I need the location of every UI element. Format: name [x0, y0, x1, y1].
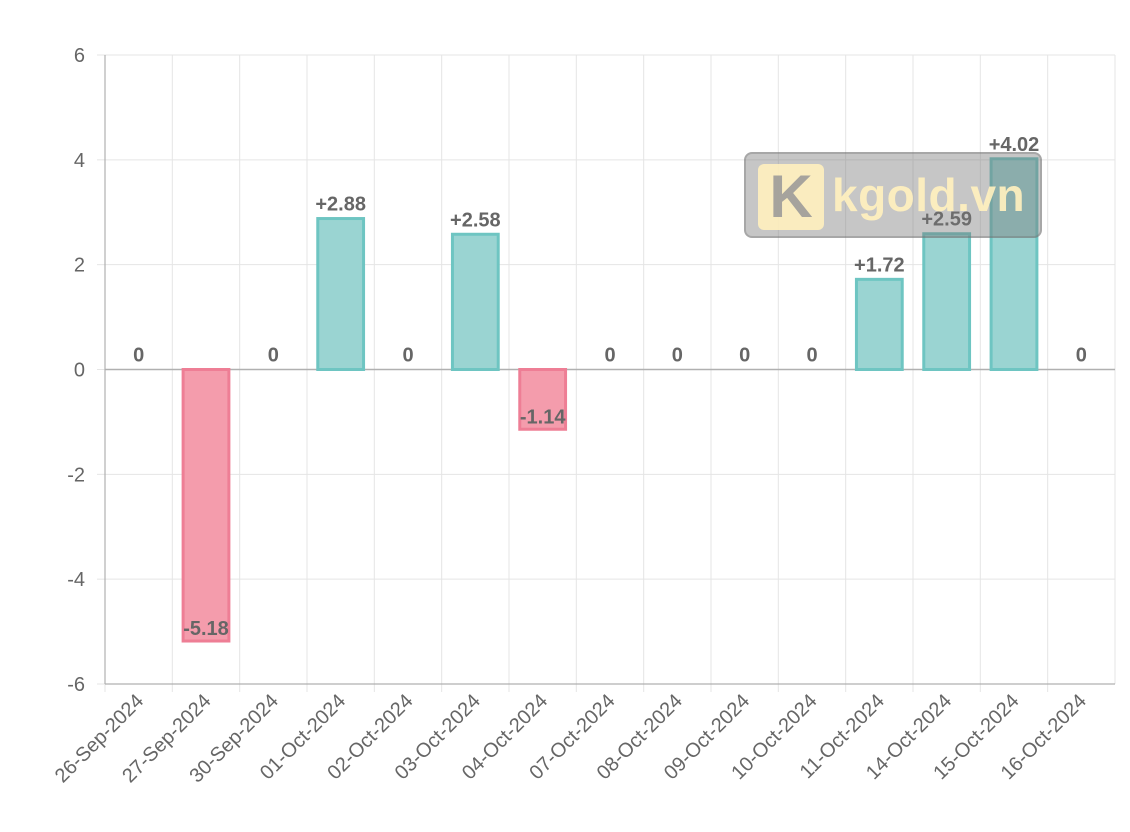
watermark: K kgold.vn — [744, 152, 1042, 238]
y-tick-label: 6 — [74, 45, 85, 67]
data-label: +2.88 — [315, 194, 366, 216]
data-label: 0 — [806, 345, 817, 367]
watermark-logo-letter: K — [769, 163, 813, 230]
data-label: 0 — [268, 345, 279, 367]
y-tick-label: -4 — [67, 569, 85, 591]
data-label: -1.14 — [520, 406, 566, 428]
y-tick-label: -2 — [67, 464, 85, 486]
data-label: 0 — [672, 345, 683, 367]
data-label: +1.72 — [854, 254, 905, 276]
bar — [181, 368, 231, 643]
watermark-logo: K — [758, 164, 824, 230]
bar — [989, 157, 1039, 371]
bar — [316, 217, 366, 371]
y-tick-label: 0 — [74, 360, 85, 382]
bar — [518, 368, 568, 431]
data-label: 0 — [402, 345, 413, 367]
data-label: -5.18 — [183, 618, 229, 640]
data-label: 0 — [604, 345, 615, 367]
bar — [854, 277, 904, 371]
data-label: 0 — [1076, 345, 1087, 367]
data-label: +2.59 — [921, 209, 972, 231]
y-tick-label: 4 — [74, 150, 85, 172]
bar — [922, 232, 972, 371]
data-label: 0 — [133, 345, 144, 367]
y-tick-label: 2 — [74, 255, 85, 277]
y-tick-label: -6 — [67, 674, 85, 696]
data-label: +2.58 — [450, 209, 501, 231]
data-label: 0 — [739, 345, 750, 367]
data-label: +4.02 — [989, 134, 1040, 156]
watermark-text: kgold.vn — [832, 169, 1026, 221]
bar — [450, 232, 500, 371]
